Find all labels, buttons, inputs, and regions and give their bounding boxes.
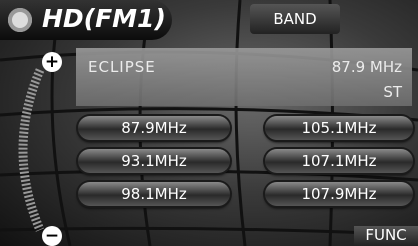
source-title: HD(FM1) xyxy=(42,4,166,33)
station-frequency: 87.9 MHz xyxy=(332,58,402,76)
station-info: ECLIPSE 87.9 MHz ST xyxy=(76,48,412,106)
title-bar: HD(FM1) xyxy=(0,0,172,40)
station-name: ECLIPSE xyxy=(88,58,156,76)
preset-button[interactable]: 98.1MHz xyxy=(78,182,230,206)
radio-screen: HD(FM1) BAND + − ECLIPSE 87.9 MHz ST 87.… xyxy=(0,0,418,246)
preset-button[interactable]: 105.1MHz xyxy=(265,116,413,140)
preset-button[interactable]: 93.1MHz xyxy=(78,149,230,173)
preset-button[interactable]: 87.9MHz xyxy=(78,116,230,140)
preset-button[interactable]: 107.1MHz xyxy=(265,149,413,173)
volume-up[interactable]: + xyxy=(42,52,62,72)
func-button[interactable]: FUNC xyxy=(354,226,418,246)
stereo-mode: ST xyxy=(383,83,402,101)
volume-down[interactable]: − xyxy=(42,226,62,246)
logo xyxy=(8,8,32,32)
preset-button[interactable]: 107.9MHz xyxy=(265,182,413,206)
band-button[interactable]: BAND xyxy=(250,4,340,34)
